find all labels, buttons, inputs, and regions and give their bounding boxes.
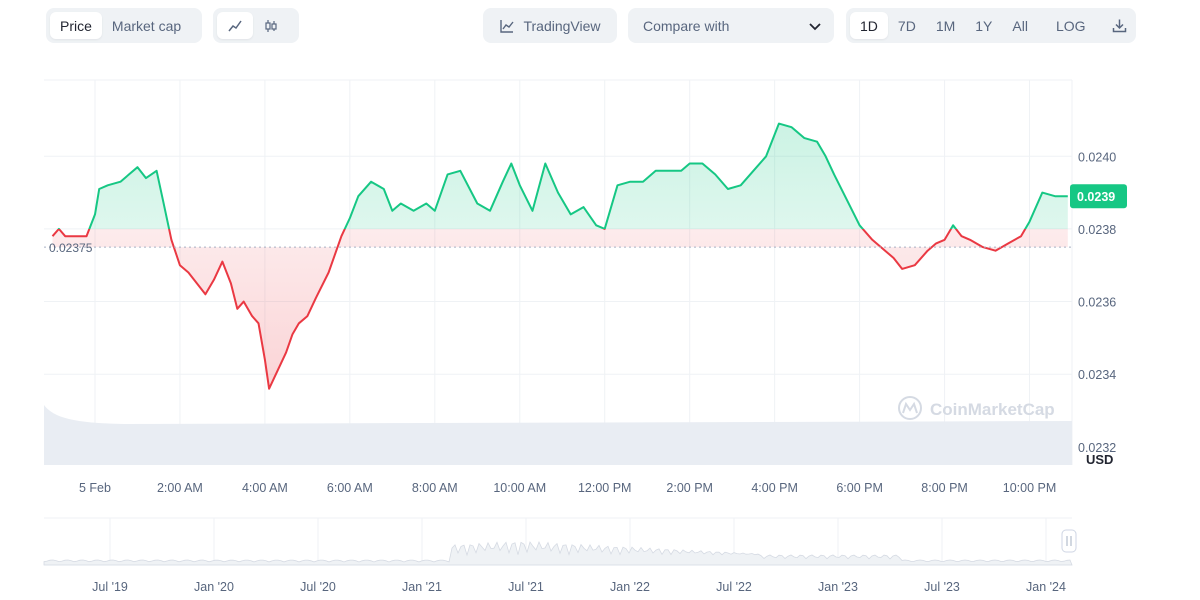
chart-toolbar: Price Market cap TradingView Compare wit…: [0, 8, 1200, 44]
baseline-label: 0.02375: [49, 241, 93, 255]
tradingview-label: TradingView: [523, 17, 601, 34]
x-tick-label: 4:00 PM: [751, 481, 798, 495]
y-tick-label: 0.0240: [1078, 150, 1116, 164]
history-navigator: Jul '19 Jan '20 Jul '20 Jan '21 Jul '21 Jan '…: [43, 517, 1077, 594]
current-price-label: 0.0239: [1077, 190, 1115, 204]
tradingview-button[interactable]: TradingView: [483, 8, 617, 43]
y-tick-label: 0.0236: [1078, 296, 1116, 310]
x-tick-label: 2:00 AM: [157, 481, 203, 495]
navigator-tick-label: Jan '20: [194, 580, 234, 594]
coinmarketcap-logo-icon: [898, 396, 922, 420]
coinmarketcap-logo-mark: [902, 401, 918, 414]
current-price-badge: [1070, 184, 1127, 209]
volume-band: [44, 405, 1072, 465]
x-tick-label: 10:00 PM: [1003, 481, 1057, 495]
chevron-down-icon: [809, 22, 821, 30]
range-1y[interactable]: 1Y: [975, 17, 993, 34]
price-line-down: [51, 229, 1027, 390]
x-tick-label: 8:00 PM: [921, 481, 968, 495]
y-axis-unit: USD: [1086, 452, 1113, 467]
view-toggle: Price Market cap: [46, 8, 202, 43]
x-tick-label: 10:00 AM: [493, 481, 546, 495]
navigator-tick-label: Jul '23: [924, 580, 960, 594]
navigator-tick-label: Jan '24: [1026, 580, 1066, 594]
navigator-tick-label: Jul '22: [716, 580, 752, 594]
navigator-tick-label: Jan '23: [818, 580, 858, 594]
y-tick-label: 0.0234: [1078, 368, 1116, 382]
x-tick-label: 2:00 PM: [666, 481, 713, 495]
compare-with-dropdown[interactable]: Compare with: [628, 8, 834, 43]
range-all[interactable]: All: [1012, 17, 1028, 34]
tab-price[interactable]: Price: [50, 12, 102, 39]
price-line: [51, 122, 1068, 390]
x-tick-label: 12:00 PM: [578, 481, 632, 495]
compare-label: Compare with: [643, 17, 730, 34]
navigator-tick-label: Jul '20: [300, 580, 336, 594]
download-icon[interactable]: [1104, 12, 1135, 39]
x-tick-label: 4:00 AM: [242, 481, 288, 495]
navigator-tick-label: Jan '22: [610, 580, 650, 594]
x-axis: 5 Feb 2:00 AM 4:00 AM 6:00 AM 8:00 AM 10:00 A…: [79, 481, 1056, 495]
baseline: 0.02375: [44, 241, 1072, 255]
range-1d[interactable]: 1D: [850, 12, 888, 39]
tab-market-cap[interactable]: Market cap: [111, 17, 182, 34]
range-1m[interactable]: 1M: [935, 17, 956, 34]
x-tick-label: 8:00 AM: [412, 481, 458, 495]
x-tick-label: 5 Feb: [79, 481, 111, 495]
navigator-drag-handle[interactable]: [1061, 529, 1077, 553]
line-chart-icon[interactable]: [217, 12, 253, 39]
x-tick-label: 6:00 AM: [327, 481, 373, 495]
navigator-sparkline: [43, 540, 1073, 566]
watermark-text: CoinMarketCap: [930, 400, 1055, 419]
volume-area: [44, 405, 1072, 465]
chart-mode-toggle: [213, 8, 299, 43]
range-toggle: 1D 7D 1M 1Y All LOG: [846, 8, 1136, 43]
watermark: CoinMarketCap: [898, 396, 1055, 420]
y-tick-label: 0.0232: [1078, 441, 1116, 455]
trend-icon: [500, 19, 515, 33]
y-tick-label: 0.0238: [1078, 223, 1116, 237]
navigator-tick-label: Jan '21: [402, 580, 442, 594]
navigator-tick-label: Jul '19: [92, 580, 128, 594]
price-area-up: [58, 123, 1068, 229]
price-area-fill: [52, 123, 1068, 389]
price-area-down: [52, 229, 1068, 389]
candlestick-icon[interactable]: [253, 12, 289, 39]
log-scale-button[interactable]: LOG: [1055, 17, 1086, 34]
navigator-tick-label: Jul '21: [508, 580, 544, 594]
x-tick-label: 6:00 PM: [836, 481, 883, 495]
range-7d[interactable]: 7D: [897, 17, 916, 34]
price-line-up: [57, 122, 1068, 229]
